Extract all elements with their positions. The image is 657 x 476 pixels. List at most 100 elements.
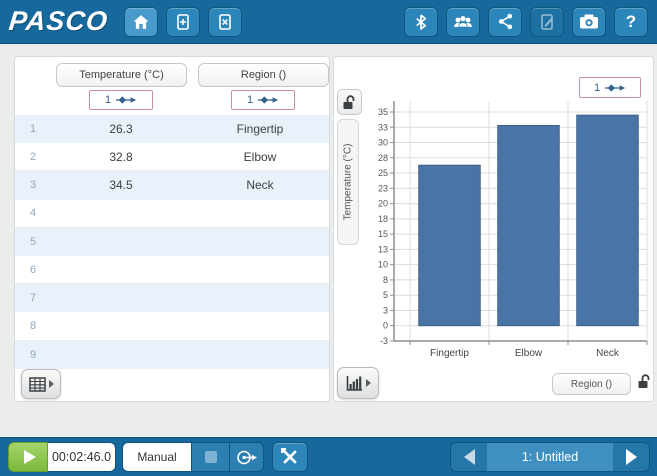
table-rows: 1 26.3 Fingertip 2 32.8 Elbow 3 34.5 Neck 4 5 6 7 8 9	[15, 115, 329, 369]
table-row[interactable]: 9	[15, 340, 329, 369]
y-axis-lock-button[interactable]	[337, 89, 362, 115]
home-button[interactable]	[124, 6, 159, 37]
run-selector-icon	[115, 96, 137, 104]
y-axis-label-button[interactable]: Temperature (°C)	[337, 119, 359, 245]
cell-temperature[interactable]: 34.5	[109, 178, 133, 193]
bar-elbow[interactable]	[497, 125, 560, 327]
x-category-label: Elbow	[515, 348, 543, 359]
y-tick-label: 3	[383, 305, 388, 315]
flyout-arrow-icon	[48, 380, 54, 388]
next-page-button[interactable]	[613, 443, 649, 471]
share-icon	[498, 13, 512, 30]
y-axis-label: Temperature (°C)	[342, 143, 354, 221]
table-row[interactable]: 2 32.8 Elbow	[15, 143, 329, 172]
y-tick-label: 18	[378, 214, 388, 224]
bottom-control-bar: 00:02:46.0 Manual 1: Untitled	[0, 437, 657, 476]
table-tools-button[interactable]	[21, 369, 61, 399]
x-axis-lock-button[interactable]	[633, 368, 655, 395]
y-tick-label: 30	[378, 138, 388, 148]
experiment-tools-button[interactable]	[272, 442, 308, 472]
row-number: 6	[29, 263, 37, 276]
table-row[interactable]: 8	[15, 312, 329, 341]
y-tick-label: 13	[378, 244, 388, 254]
cell-temperature[interactable]: 32.8	[109, 149, 133, 164]
table-row[interactable]: 7	[15, 284, 329, 313]
new-page-icon	[177, 13, 189, 30]
y-tick-label: 10	[378, 260, 388, 270]
flyout-arrow-icon	[366, 379, 371, 387]
previous-arrow-icon	[463, 449, 475, 465]
bar-chart-icon	[346, 375, 362, 391]
unlocked-icon	[343, 94, 355, 109]
play-icon	[23, 450, 36, 464]
bar-neck[interactable]	[576, 114, 639, 327]
row-number: 5	[29, 235, 37, 248]
row-number: 7	[29, 292, 37, 305]
bluetooth-button[interactable]	[404, 6, 438, 37]
run-number: 1	[104, 94, 112, 106]
close-page-button[interactable]	[208, 6, 243, 37]
y-tick-label: 23	[378, 183, 388, 193]
run-number: 1	[593, 81, 601, 94]
y-tick-label: 33	[378, 122, 388, 132]
chart-tools-button[interactable]	[337, 367, 379, 399]
timer-display: 00:02:46.0	[48, 442, 116, 472]
table-row[interactable]: 5	[15, 227, 329, 256]
table-row[interactable]: 6	[15, 256, 329, 285]
bar-fingertip[interactable]	[418, 164, 481, 327]
run-selector-temperature[interactable]: 1	[89, 90, 153, 110]
unlocked-icon	[638, 374, 649, 388]
cell-temperature[interactable]: 26.3	[109, 122, 133, 137]
run-selector-icon	[604, 83, 626, 92]
cell-region[interactable]: Fingertip	[236, 122, 284, 137]
stop-button[interactable]	[192, 442, 230, 472]
cell-region[interactable]: Neck	[246, 178, 274, 193]
cell-region[interactable]: Elbow	[243, 149, 277, 164]
table-row[interactable]: 1 26.3 Fingertip	[15, 115, 329, 144]
table-row[interactable]: 4	[15, 200, 329, 228]
shared-sessions-button[interactable]	[446, 6, 480, 37]
table-icon	[28, 376, 46, 392]
bar-chart-display: 1 Temperature (°C) -3 0 3 5 8 10 13 15 18 20 23 25 2…	[333, 56, 654, 402]
y-tick-label: 15	[378, 229, 388, 239]
y-tick-label: -3	[380, 336, 388, 346]
sampling-mode-button[interactable]: Manual	[122, 442, 192, 472]
column-button-region[interactable]: Region ()	[198, 63, 329, 87]
pasco-logo: PASCO	[7, 6, 110, 36]
chart-run-selector[interactable]: 1	[579, 77, 641, 98]
row-number: 9	[29, 348, 37, 361]
journal-button[interactable]	[530, 6, 564, 37]
top-toolbar: PASCO	[0, 0, 657, 44]
row-number: 1	[29, 123, 37, 136]
row-number: 8	[29, 319, 37, 332]
table-row[interactable]: 3 34.5 Neck	[15, 171, 329, 200]
y-tick-label: 0	[383, 321, 388, 331]
help-button[interactable]: ?	[614, 6, 648, 37]
x-category-label: Neck	[596, 348, 620, 359]
new-page-button[interactable]	[166, 6, 201, 37]
next-arrow-icon	[625, 449, 637, 465]
y-tick-label: 8	[383, 275, 388, 285]
help-icon: ?	[625, 11, 637, 31]
row-number: 2	[29, 150, 37, 163]
page-navigator: 1: Untitled	[450, 442, 650, 472]
previous-page-button[interactable]	[451, 443, 487, 471]
run-selector-region[interactable]: 1	[231, 90, 295, 110]
y-tick-label: 35	[378, 107, 388, 117]
bluetooth-icon	[416, 13, 427, 30]
tools-icon	[281, 448, 297, 464]
x-axis-label-button[interactable]: Region ()	[552, 373, 631, 395]
snapshot-button[interactable]	[572, 6, 606, 37]
current-page-button[interactable]: 1: Untitled	[487, 443, 613, 471]
row-number: 4	[29, 207, 37, 220]
table-display: Temperature (°C) Region () 1 1 1 26.3 Fing…	[14, 56, 330, 402]
start-button[interactable]	[8, 442, 48, 472]
sampling-options-button[interactable]	[230, 442, 264, 472]
periodic-mode-icon	[236, 450, 257, 464]
y-tick-label: 28	[378, 153, 388, 163]
y-tick-label: 5	[383, 290, 388, 300]
column-button-temperature[interactable]: Temperature (°C)	[56, 63, 187, 87]
share-button[interactable]	[488, 6, 522, 37]
